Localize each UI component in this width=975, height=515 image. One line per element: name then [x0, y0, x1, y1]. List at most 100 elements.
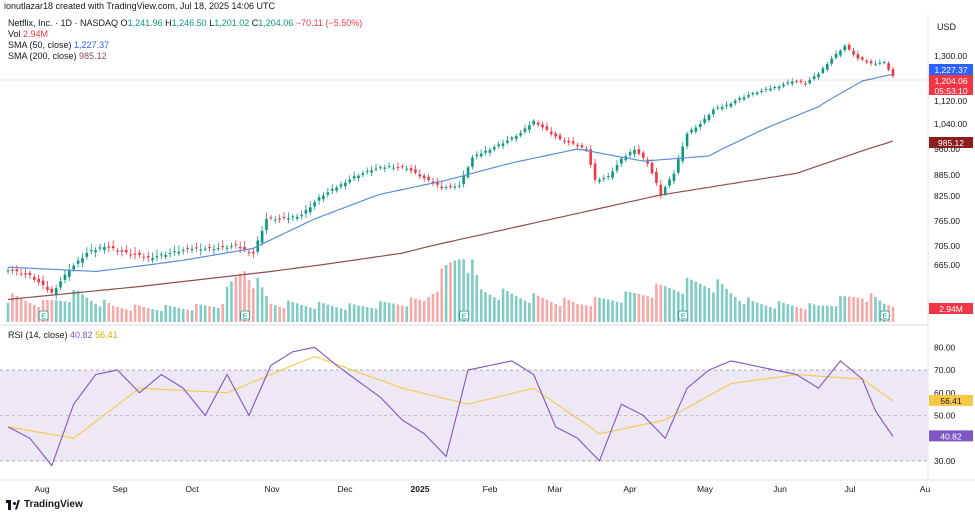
- volume-bar: [168, 306, 172, 322]
- sma200-badge-text: 985.12: [938, 138, 964, 148]
- candle-body: [528, 125, 531, 130]
- volume-bar: [690, 279, 693, 322]
- candle-body: [663, 187, 667, 194]
- close-label: C: [251, 18, 259, 28]
- candle-body: [506, 140, 509, 143]
- time-axis-labels: Aug Sep Oct Nov Dec 2025 Feb Mar Apr May Jun Jul Au: [34, 484, 930, 494]
- volume-bar: [50, 300, 54, 322]
- earnings-marker[interactable]: [38, 310, 49, 321]
- candle-body: [401, 166, 404, 168]
- volume-bar: [216, 307, 220, 322]
- candle-body: [742, 97, 746, 100]
- earnings-marker[interactable]: [879, 310, 890, 321]
- candle-body: [637, 149, 641, 154]
- volume-bar: [576, 303, 579, 322]
- sma200-badge: [929, 137, 973, 148]
- candle-body: [606, 176, 610, 178]
- volume-bar: [593, 296, 597, 322]
- candle-body: [567, 140, 571, 143]
- currency-label[interactable]: USD: [937, 22, 957, 32]
- candle-body: [107, 246, 111, 248]
- volume-legend[interactable]: Vol 2.94M: [8, 29, 48, 40]
- volume-bar: [177, 308, 181, 322]
- volume-bar: [874, 297, 877, 322]
- rsi-badge: [929, 430, 973, 442]
- candle-body: [304, 209, 308, 214]
- volume-bar: [847, 296, 851, 322]
- volume-bar: [628, 292, 632, 322]
- candle-body: [830, 58, 833, 64]
- symbol-title[interactable]: Netflix, Inc. · 1D · NASDAQ: [8, 18, 119, 28]
- candle-body: [72, 265, 76, 270]
- volume-bar: [330, 305, 334, 322]
- candle-body: [111, 246, 115, 249]
- earnings-marker[interactable]: [459, 310, 470, 321]
- volume-bar: [742, 304, 746, 322]
- rsi-legend[interactable]: RSI (14, close) 40.82 56.41: [8, 330, 118, 341]
- candle-body: [396, 167, 400, 169]
- candle-body: [124, 249, 128, 253]
- volume-bar: [672, 289, 676, 322]
- candle-body: [116, 250, 119, 252]
- volume-bar: [703, 285, 706, 322]
- candle-body: [751, 93, 755, 95]
- tradingview-logo-icon: [6, 499, 20, 510]
- candle-body: [168, 253, 172, 255]
- high-label: H: [165, 18, 172, 28]
- candle-body: [28, 272, 32, 275]
- volume-bar: [755, 302, 759, 322]
- volume-bar: [344, 309, 347, 322]
- candle-body: [532, 120, 536, 125]
- volume-bar: [28, 302, 32, 322]
- candle-body: [216, 247, 220, 249]
- volume-bar: [663, 286, 667, 322]
- volume-bar: [81, 294, 84, 322]
- volume-bar: [309, 307, 312, 322]
- candle-body: [41, 280, 45, 286]
- sma50-legend[interactable]: SMA (50, close) 1,227.37: [8, 40, 109, 51]
- candle-body: [98, 247, 102, 249]
- volume-bar: [510, 293, 514, 322]
- candle-body: [129, 254, 132, 256]
- volume-bar: [304, 306, 308, 322]
- candle-body: [269, 217, 273, 219]
- volume-bar: [370, 307, 373, 322]
- ohlc-legend: Netflix, Inc. · 1D · NASDAQ O1,241.96 H1…: [8, 18, 362, 29]
- candle-body: [160, 254, 163, 256]
- candle-body: [326, 192, 330, 195]
- volume-bar: [764, 305, 768, 322]
- candle-body: [24, 273, 27, 275]
- volume-bar: [6, 302, 10, 322]
- volume-bar: [291, 302, 295, 322]
- candle-body: [712, 109, 715, 115]
- volume-bar: [401, 305, 404, 322]
- candle-body: [457, 185, 461, 187]
- candle-body: [817, 73, 820, 78]
- volume-bar: [94, 303, 97, 322]
- volume-bar: [300, 304, 303, 322]
- earnings-marker[interactable]: [678, 310, 689, 321]
- candle-body: [414, 169, 417, 173]
- volume-bar: [646, 296, 649, 322]
- volume-bar: [444, 264, 448, 322]
- candle-body: [199, 249, 203, 251]
- volume-bar: [212, 307, 216, 322]
- time-axis-label: Jun: [773, 484, 787, 494]
- volume-bar: [317, 301, 321, 322]
- earnings-marker-label: E: [243, 314, 248, 321]
- volume-bar: [374, 308, 378, 322]
- volume-bar: [326, 304, 330, 322]
- candle-body: [54, 288, 58, 296]
- volume-bar: [422, 300, 426, 322]
- volume-bar: [493, 297, 496, 322]
- volume-bar: [409, 297, 413, 322]
- candle-body: [729, 103, 733, 107]
- earnings-marker[interactable]: [240, 310, 250, 321]
- price-tick-label: 705.00: [934, 241, 960, 251]
- candle-body: [282, 216, 286, 218]
- sma200-legend[interactable]: SMA (200, close) 985.12: [8, 51, 107, 62]
- candle-body: [869, 61, 873, 64]
- volume-bar: [861, 298, 864, 322]
- volume-bar: [405, 306, 408, 322]
- time-axis-label: Apr: [623, 484, 636, 494]
